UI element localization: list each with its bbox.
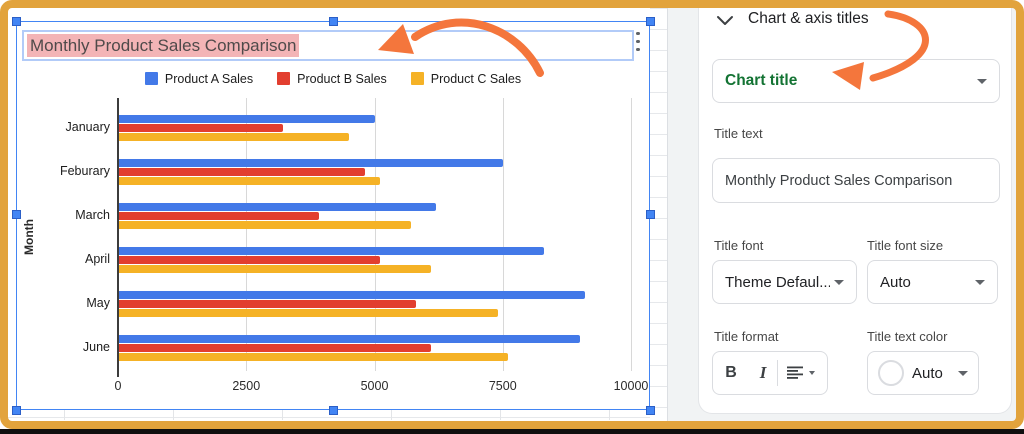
chart-legend: Product A Sales Product B Sales Product C … [16,70,650,87]
bar-product-a-sales[interactable] [119,115,375,123]
bar-product-b-sales[interactable] [119,300,416,308]
title-font-dropdown[interactable]: Theme Defaul... [712,260,857,304]
bar-product-c-sales[interactable] [119,309,498,317]
selection-handle[interactable] [645,16,655,26]
color-circle-icon [878,360,904,386]
spreadsheet-grid-border [667,8,668,421]
title-text-color-label: Title text color [867,329,948,344]
bar-product-b-sales[interactable] [119,124,283,132]
divider [777,360,778,386]
chart-title-text: Monthly Product Sales Comparison [27,34,300,57]
section-dropdown[interactable]: Chart title [712,59,1000,103]
bar-product-c-sales[interactable] [119,133,350,141]
align-button[interactable] [778,366,821,380]
italic-button[interactable]: I [759,363,767,382]
caret-down-icon [977,78,987,84]
bar-product-b-sales[interactable] [119,168,365,176]
title-font-size-dropdown[interactable]: Auto [867,260,998,304]
caret-down-icon [834,279,844,285]
bar-product-b-sales[interactable] [119,256,381,264]
title-format-label: Title format [714,329,779,344]
spreadsheet-grid-line [282,410,283,420]
chevron-down-icon[interactable] [716,14,734,28]
title-font-size-label: Title font size [867,238,944,253]
title-font-value: Theme Defaul... [725,273,830,291]
selection-handle[interactable] [645,405,655,415]
legend-label: Product A Sales [164,71,254,86]
spreadsheet-grid-rows [650,8,667,410]
bar-product-b-sales[interactable] [119,212,319,220]
legend-swatch [410,72,424,85]
caret-down-icon [975,279,985,285]
bar-product-c-sales[interactable] [119,353,509,361]
kebab-menu-icon[interactable] [634,27,642,56]
legend-swatch [144,72,158,85]
title-text-color-value: Auto [912,364,943,382]
title-text-input[interactable] [712,158,1000,203]
title-text-label: Title text [714,126,763,141]
legend-item-product-b-sales[interactable]: Product B Sales [277,72,387,86]
caret-down-icon [958,370,968,376]
title-text-color-dropdown[interactable]: Auto [867,351,979,395]
selection-handle[interactable] [11,209,21,219]
spreadsheet-grid-line [8,417,650,418]
legend-swatch [277,72,291,85]
bottom-bar [0,429,1024,434]
spreadsheet-grid-line [64,410,65,420]
spreadsheet-grid-line [391,410,392,420]
legend-label: Product B Sales [297,71,387,86]
selection-handle[interactable] [11,405,21,415]
align-left-icon [787,366,803,379]
legend-item-product-c-sales[interactable]: Product C Sales [410,71,522,86]
section-dropdown-value: Chart title [725,72,798,89]
bar-product-c-sales[interactable] [119,221,411,229]
legend-label: Product C Sales [430,71,522,86]
selection-handle[interactable] [328,16,338,26]
y-axis-title: Month [22,219,36,255]
title-format-group: B I [712,351,828,395]
bar-product-c-sales[interactable] [119,177,381,185]
bar-product-a-sales[interactable] [119,247,544,255]
bold-button[interactable]: B [725,364,737,381]
spreadsheet-grid-line [609,410,610,420]
bar-product-a-sales[interactable] [119,159,503,167]
bar-product-a-sales[interactable] [119,335,580,343]
chart-title-box[interactable]: Monthly Product Sales Comparison [22,30,634,61]
title-font-label: Title font [714,238,764,253]
legend-item-product-a-sales[interactable]: Product A Sales [144,71,254,86]
spreadsheet-grid-line [173,410,174,420]
bar-product-b-sales[interactable] [119,344,432,352]
selection-handle[interactable] [11,16,21,26]
bar-product-a-sales[interactable] [119,291,585,299]
bar-product-a-sales[interactable] [119,203,437,211]
panel-header: Chart & axis titles [748,10,869,27]
selection-handle[interactable] [328,405,338,415]
selection-handle[interactable] [645,209,655,219]
caret-down-icon [809,371,815,375]
bar-product-c-sales[interactable] [119,265,432,273]
spreadsheet-grid-line [500,410,501,420]
title-font-size-value: Auto [880,273,911,291]
